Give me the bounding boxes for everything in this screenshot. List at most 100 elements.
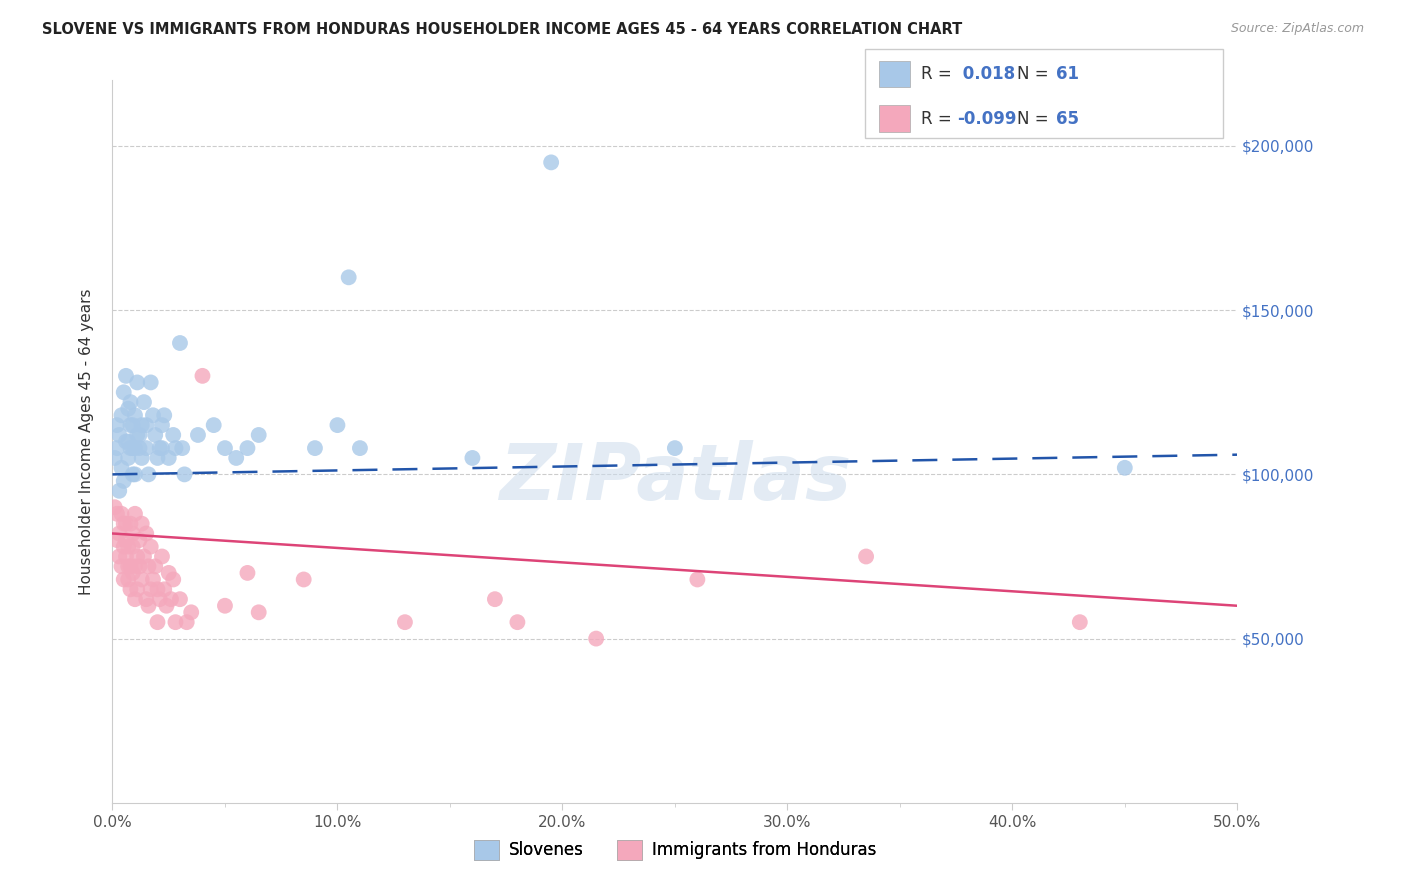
Point: [585, 632, 607, 646]
Point: [115, 533, 138, 547]
Point: [132, 549, 155, 564]
Point: [394, 615, 416, 630]
Point: [112, 474, 135, 488]
Point: [110, 559, 132, 574]
Point: [153, 409, 176, 423]
Y-axis label: Householder Income Ages 45 - 64 years: Householder Income Ages 45 - 64 years: [79, 288, 94, 595]
Point: [105, 418, 128, 433]
Point: [149, 441, 172, 455]
Point: [506, 615, 529, 630]
Point: [127, 376, 149, 390]
Point: [143, 559, 166, 574]
Text: 65: 65: [1056, 110, 1078, 128]
Point: [121, 526, 143, 541]
Point: [120, 441, 142, 455]
Point: [247, 428, 270, 442]
Point: [108, 428, 131, 442]
Point: [1114, 460, 1136, 475]
Point: [112, 573, 135, 587]
Point: [120, 395, 142, 409]
Text: N =: N =: [1017, 110, 1053, 128]
Point: [121, 540, 143, 554]
Point: [173, 467, 195, 482]
Point: [131, 516, 153, 531]
Point: [117, 434, 139, 449]
Point: [112, 540, 135, 554]
Point: [142, 409, 165, 423]
Point: [165, 615, 187, 630]
Point: [128, 428, 150, 442]
Point: [150, 549, 173, 564]
Point: [143, 428, 166, 442]
Point: [124, 409, 146, 423]
Point: [117, 450, 139, 465]
Text: 0.018: 0.018: [957, 65, 1015, 83]
Point: [146, 450, 169, 465]
Point: [117, 559, 139, 574]
Point: [128, 559, 150, 574]
Point: [214, 441, 236, 455]
Point: [169, 592, 191, 607]
Point: [120, 418, 142, 433]
Point: [162, 573, 184, 587]
Point: [132, 395, 155, 409]
Point: [105, 441, 128, 455]
Point: [128, 441, 150, 455]
Point: [112, 516, 135, 531]
Point: [124, 559, 146, 574]
Point: [117, 573, 139, 587]
Point: [135, 526, 157, 541]
Point: [110, 409, 132, 423]
Text: R =: R =: [921, 65, 957, 83]
Point: [165, 441, 187, 455]
Point: [115, 516, 138, 531]
Point: [115, 368, 138, 383]
Point: [236, 566, 259, 580]
Point: [131, 450, 153, 465]
Text: ZIPatlas: ZIPatlas: [499, 440, 851, 516]
Point: [225, 450, 247, 465]
Point: [120, 582, 142, 597]
Point: [157, 566, 180, 580]
Point: [117, 401, 139, 416]
Point: [139, 540, 162, 554]
Point: [146, 582, 169, 597]
Point: [304, 441, 326, 455]
Point: [349, 441, 371, 455]
Point: [247, 605, 270, 619]
Text: R =: R =: [921, 110, 957, 128]
Text: N =: N =: [1017, 65, 1053, 83]
Point: [337, 270, 360, 285]
Point: [110, 460, 132, 475]
Point: [121, 441, 143, 455]
Point: [155, 599, 177, 613]
Point: [150, 441, 173, 455]
Point: [540, 155, 562, 169]
Point: [108, 549, 131, 564]
Point: [169, 336, 191, 351]
Text: Source: ZipAtlas.com: Source: ZipAtlas.com: [1230, 22, 1364, 36]
Point: [139, 376, 162, 390]
Point: [108, 526, 131, 541]
Point: [121, 418, 143, 433]
Point: [326, 418, 349, 433]
Point: [142, 573, 165, 587]
Point: [160, 592, 183, 607]
Point: [108, 483, 131, 498]
Point: [115, 434, 138, 449]
Point: [191, 368, 214, 383]
Point: [214, 599, 236, 613]
Text: -0.099: -0.099: [957, 110, 1017, 128]
Point: [115, 549, 138, 564]
Point: [461, 450, 484, 465]
Point: [162, 428, 184, 442]
Point: [135, 592, 157, 607]
Point: [138, 599, 160, 613]
Point: [127, 549, 149, 564]
Point: [112, 385, 135, 400]
Point: [120, 559, 142, 574]
Point: [120, 516, 142, 531]
Point: [135, 441, 157, 455]
Point: [176, 615, 198, 630]
Point: [138, 559, 160, 574]
